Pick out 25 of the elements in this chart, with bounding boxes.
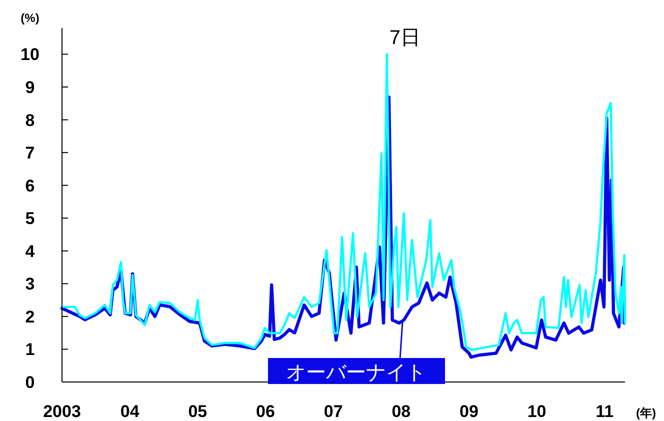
x-axis-title: (年) — [636, 406, 656, 420]
y-axis-title: (%) — [20, 11, 40, 25]
x-tick-label: 11 — [596, 402, 614, 421]
y-tick-label: 4 — [25, 242, 36, 261]
y-tick-label: 6 — [25, 176, 35, 196]
x-tick-label: 04 — [120, 402, 140, 421]
x-tick-label: 07 — [324, 402, 343, 421]
x-tick-label: 10 — [527, 402, 546, 421]
y-tick-label: 1 — [25, 340, 35, 360]
line-series — [60, 53, 626, 351]
x-tick-label: 05 — [188, 402, 208, 421]
y-tick-label: 2 — [25, 307, 35, 326]
y-tick-label: 0 — [25, 373, 35, 392]
y-tick-label: 5 — [25, 209, 35, 228]
series-label: 7日 — [389, 27, 420, 49]
x-tick-label: 08 — [392, 402, 411, 421]
y-tick-label: 10 — [20, 45, 40, 64]
x-tick-label: 09 — [460, 402, 478, 421]
y-tick-label: 9 — [25, 78, 35, 97]
x-tick-label: 2003 — [43, 402, 81, 421]
y-tick-label: 8 — [25, 110, 35, 130]
y-tick-label: 3 — [25, 274, 35, 294]
legend-label: オーバーナイト — [286, 362, 426, 384]
y-tick-label: 7 — [25, 144, 35, 163]
x-tick-label: 06 — [256, 402, 275, 421]
